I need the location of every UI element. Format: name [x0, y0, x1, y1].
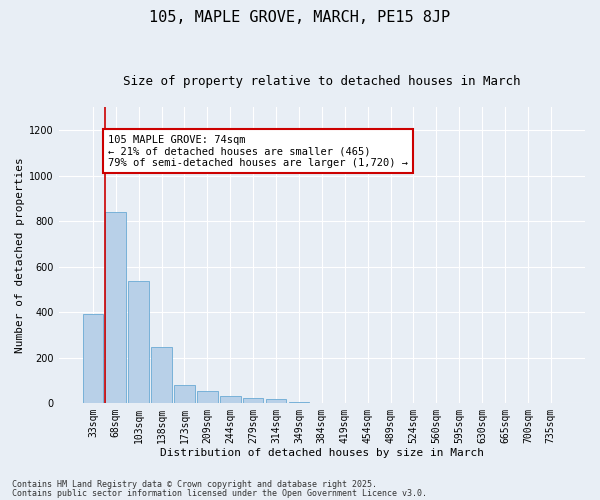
Bar [128, 282, 149, 403]
Bar [174, 385, 195, 403]
Text: 105, MAPLE GROVE, MARCH, PE15 8JP: 105, MAPLE GROVE, MARCH, PE15 8JP [149, 10, 451, 25]
X-axis label: Distribution of detached houses by size in March: Distribution of detached houses by size … [160, 448, 484, 458]
Bar [220, 396, 241, 403]
Text: 105 MAPLE GROVE: 74sqm
← 21% of detached houses are smaller (465)
79% of semi-de: 105 MAPLE GROVE: 74sqm ← 21% of detached… [108, 134, 408, 168]
Bar [151, 348, 172, 403]
Bar [243, 398, 263, 403]
Text: Contains HM Land Registry data © Crown copyright and database right 2025.: Contains HM Land Registry data © Crown c… [12, 480, 377, 489]
Bar [83, 314, 103, 403]
Text: Contains public sector information licensed under the Open Government Licence v3: Contains public sector information licen… [12, 489, 427, 498]
Bar [106, 212, 126, 403]
Y-axis label: Number of detached properties: Number of detached properties [15, 158, 25, 353]
Bar [197, 390, 218, 403]
Title: Size of property relative to detached houses in March: Size of property relative to detached ho… [123, 75, 521, 88]
Bar [266, 398, 286, 403]
Bar [289, 402, 309, 403]
